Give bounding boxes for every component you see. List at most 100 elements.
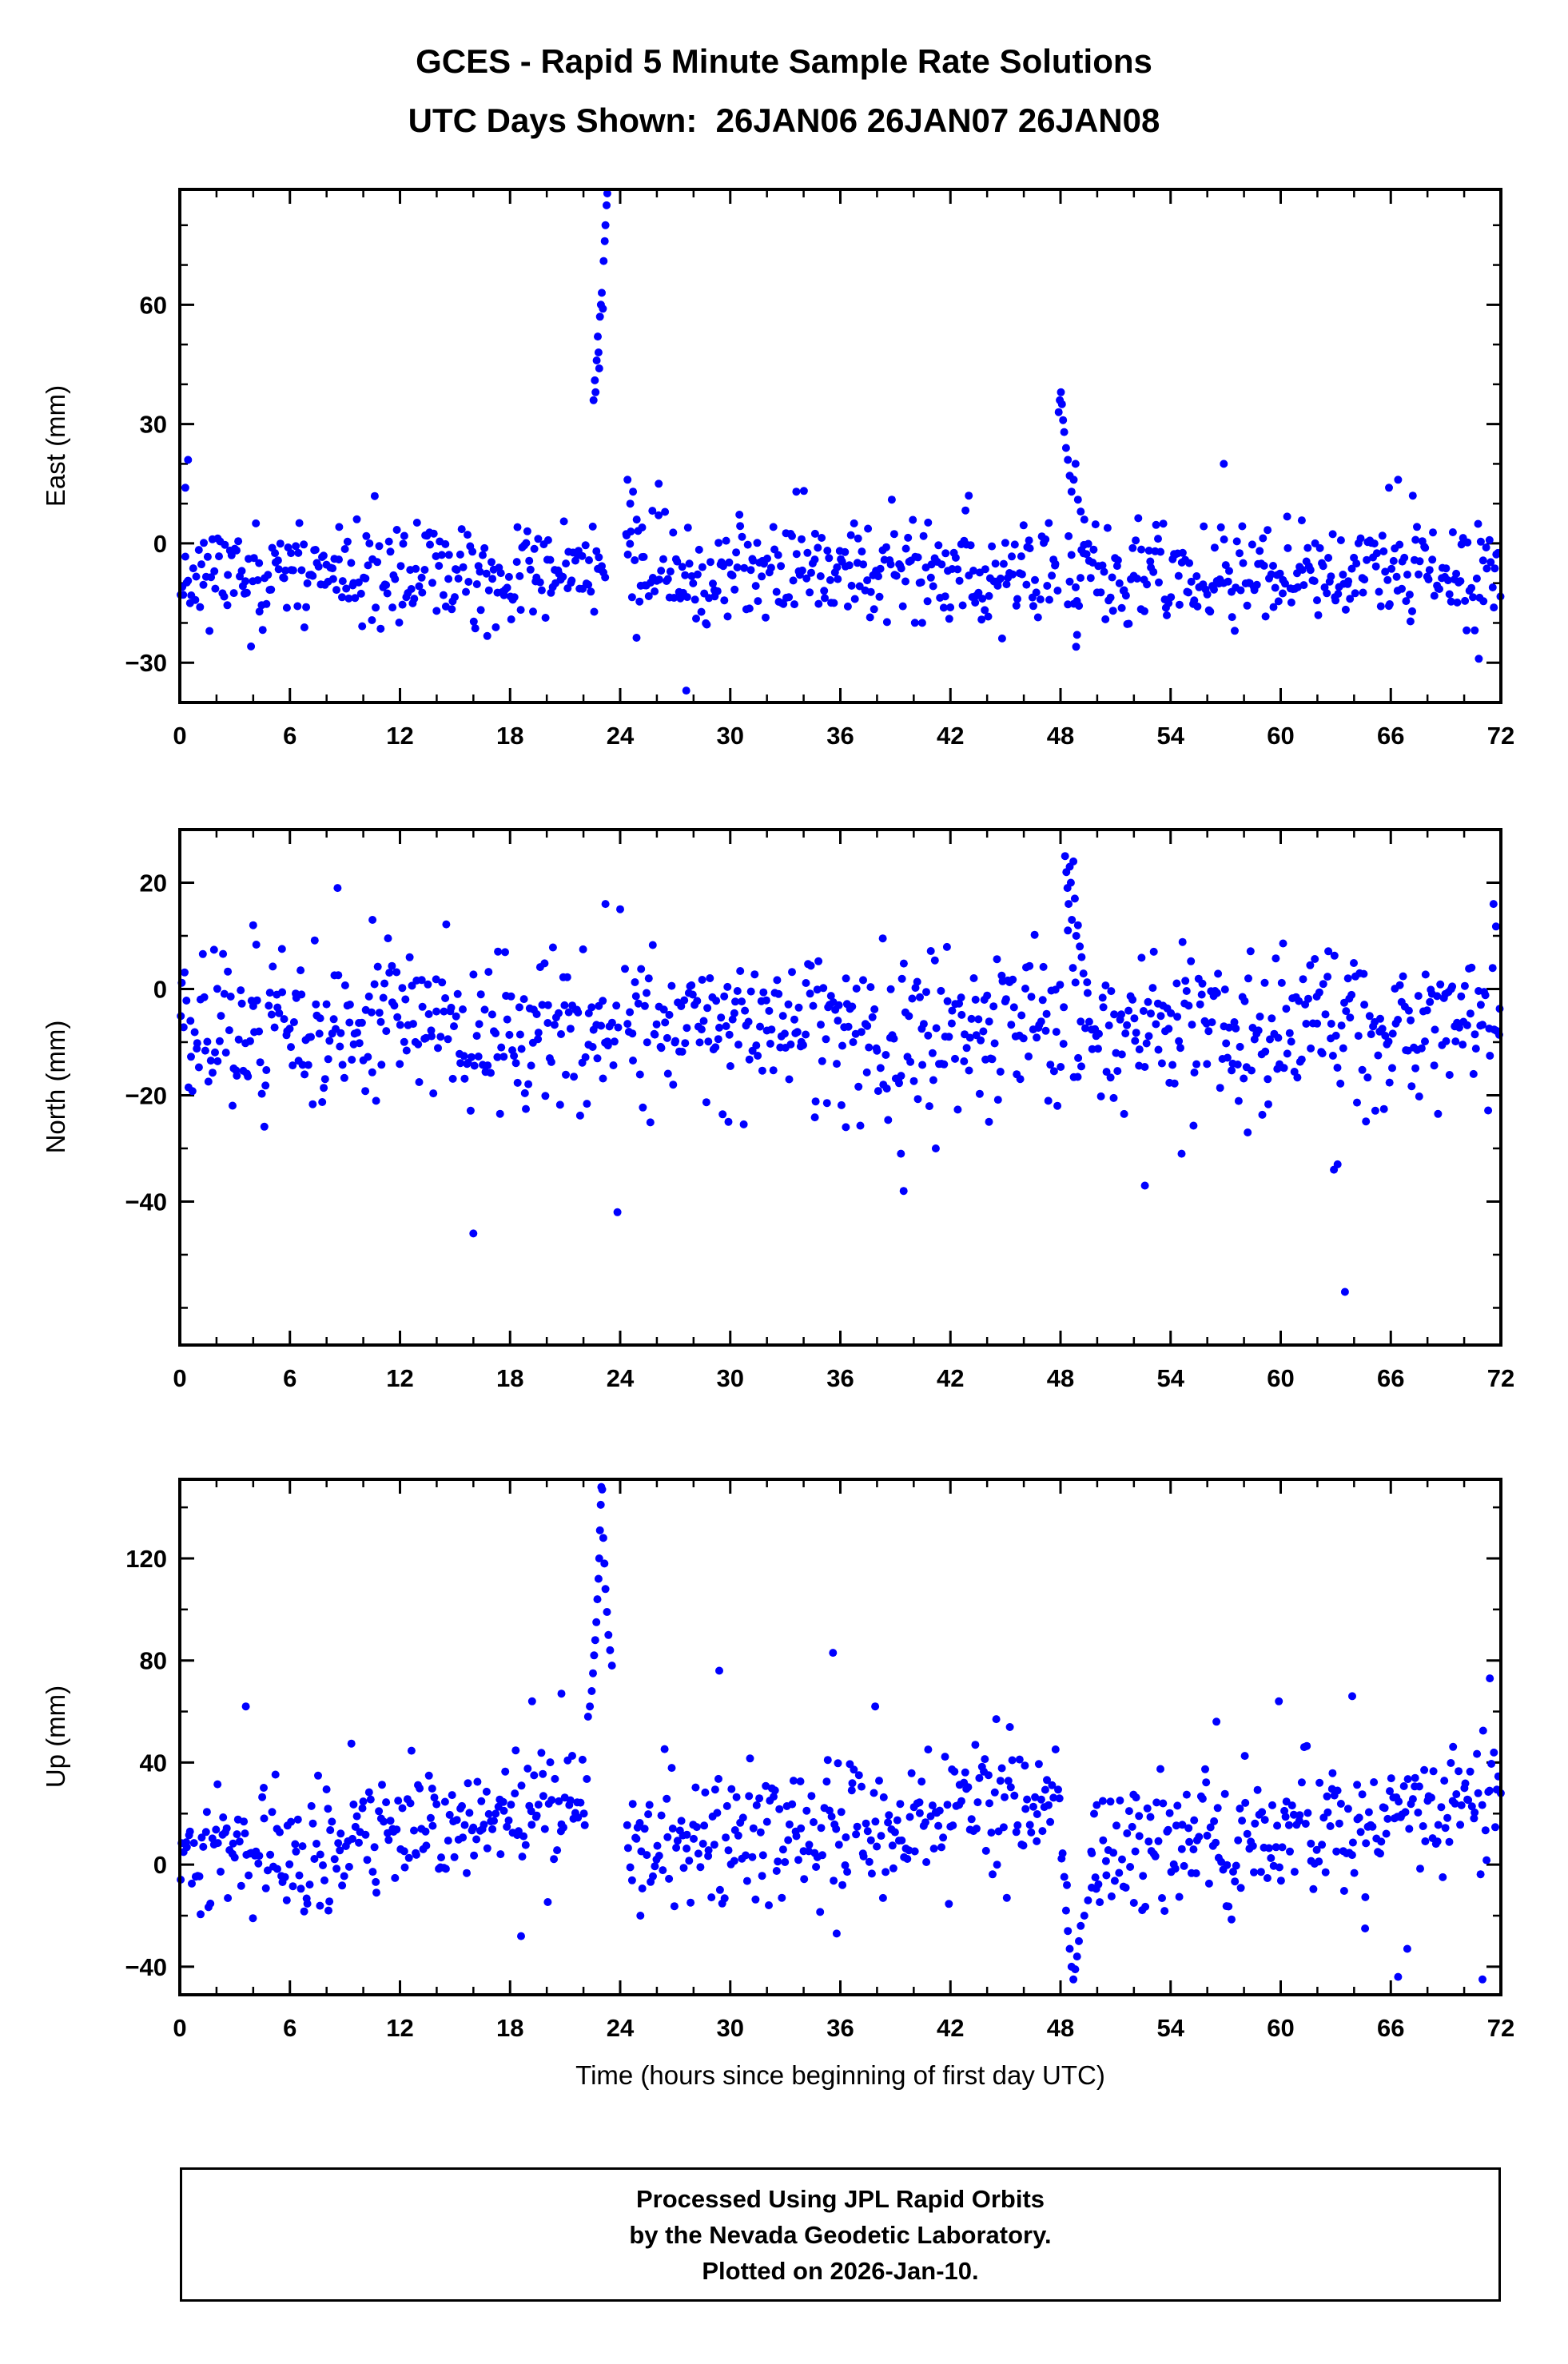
data-point	[981, 1846, 990, 1855]
data-point	[1135, 1832, 1144, 1841]
data-point	[504, 572, 513, 581]
data-point	[1429, 528, 1437, 537]
data-point	[441, 1865, 450, 1873]
data-point	[704, 1037, 713, 1046]
data-point	[1336, 1079, 1345, 1088]
data-point	[368, 916, 377, 924]
data-point	[905, 1012, 913, 1021]
data-point	[197, 1910, 205, 1919]
data-point	[462, 587, 470, 596]
data-point	[834, 1001, 843, 1009]
data-point	[636, 1912, 645, 1920]
data-point	[1061, 852, 1069, 861]
data-point	[1485, 1786, 1494, 1795]
data-point	[984, 612, 993, 621]
data-point	[345, 1018, 354, 1027]
data-point	[1090, 1809, 1098, 1818]
data-point	[903, 1855, 912, 1863]
data-point	[1407, 1082, 1416, 1091]
data-point	[778, 1845, 787, 1854]
data-point	[466, 1106, 475, 1115]
data-point	[472, 1835, 481, 1844]
data-point	[197, 1833, 206, 1842]
data-point	[358, 1804, 367, 1813]
data-point	[1244, 974, 1252, 983]
data-point	[730, 1857, 738, 1865]
data-point	[242, 588, 251, 597]
data-point	[595, 312, 604, 321]
data-point	[191, 595, 200, 604]
data-point	[932, 1024, 941, 1033]
data-point	[459, 563, 468, 571]
data-point	[1456, 1821, 1465, 1829]
data-point	[632, 515, 641, 524]
data-point	[1307, 1839, 1315, 1848]
data-point	[897, 1072, 905, 1081]
data-point	[668, 1825, 677, 1833]
data-point	[540, 959, 549, 968]
data-point	[1220, 985, 1229, 994]
data-point	[594, 332, 602, 341]
data-point	[340, 1073, 348, 1082]
x-tick-label: 36	[826, 2014, 854, 2042]
data-point	[1004, 1777, 1013, 1785]
data-point	[202, 1808, 211, 1817]
data-point	[452, 1012, 460, 1021]
data-point	[1314, 611, 1323, 619]
data-point	[355, 1039, 364, 1048]
data-point	[750, 970, 759, 979]
data-point	[1072, 583, 1080, 591]
data-point	[1385, 1078, 1394, 1087]
data-point	[367, 1008, 376, 1017]
data-point	[541, 614, 550, 622]
data-point	[1036, 595, 1045, 603]
data-point	[529, 607, 537, 616]
data-point	[710, 1785, 719, 1794]
data-point	[1164, 1025, 1173, 1033]
data-point	[847, 1786, 856, 1795]
data-point	[812, 1863, 821, 1871]
data-point	[874, 572, 882, 581]
data-point	[1346, 1013, 1355, 1022]
data-point	[398, 984, 407, 993]
data-point	[1008, 1756, 1017, 1765]
data-point	[1043, 1776, 1051, 1785]
data-point	[897, 1149, 905, 1158]
data-point	[457, 525, 466, 534]
data-point	[751, 1895, 760, 1904]
data-point	[863, 1827, 872, 1836]
data-point	[679, 1864, 688, 1872]
data-point	[1440, 1777, 1449, 1785]
data-point	[1135, 1812, 1144, 1821]
data-point	[203, 1037, 212, 1046]
data-point	[262, 1066, 271, 1074]
data-point	[638, 1884, 647, 1892]
data-point	[209, 1069, 217, 1077]
data-point	[370, 492, 379, 500]
data-point	[953, 565, 962, 574]
data-point	[1019, 521, 1028, 530]
data-point	[924, 1031, 933, 1040]
data-point	[755, 1794, 764, 1803]
data-point	[1151, 1852, 1160, 1861]
data-point	[592, 1618, 601, 1626]
data-point	[838, 1880, 847, 1889]
data-point	[1379, 1104, 1388, 1113]
data-point	[1341, 605, 1350, 614]
data-point	[1321, 1868, 1330, 1876]
data-point	[1417, 1044, 1426, 1053]
data-point	[745, 604, 754, 613]
data-point	[1057, 1063, 1065, 1071]
data-point	[583, 1775, 591, 1783]
data-point	[1139, 1007, 1148, 1015]
data-point	[680, 996, 689, 1005]
data-point	[480, 1821, 488, 1829]
data-point	[1057, 400, 1066, 408]
y-tick-label: −40	[125, 1188, 167, 1216]
data-point	[1031, 1793, 1040, 1801]
data-point	[866, 983, 875, 992]
data-point	[316, 1014, 324, 1023]
data-point	[452, 1816, 461, 1825]
x-tick-label: 0	[173, 2014, 186, 2042]
data-point	[1031, 575, 1039, 584]
